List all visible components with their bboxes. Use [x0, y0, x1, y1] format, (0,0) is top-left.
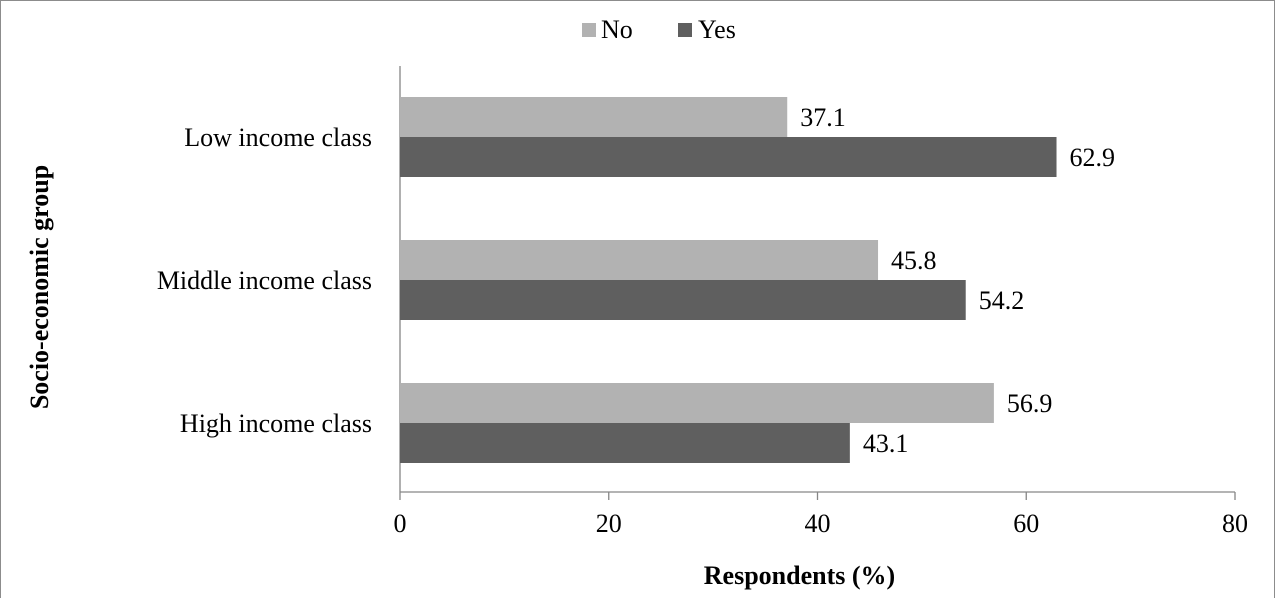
- bar-no-1: [400, 97, 788, 137]
- value-label-yes-2: 54.2: [979, 286, 1025, 315]
- value-label-yes-3: 43.1: [863, 429, 909, 458]
- x-tick-label: 40: [805, 509, 831, 538]
- legend-swatch-yes: [678, 23, 692, 37]
- bar-yes-2: [400, 280, 966, 320]
- legend-swatch-no: [582, 23, 596, 37]
- bar-no-3: [400, 383, 994, 423]
- x-tick-label: 20: [596, 509, 622, 538]
- bars: [400, 97, 1057, 463]
- x-axis-title: Respondents (%): [704, 561, 895, 590]
- y-axis-title: Socio-economic group: [25, 165, 54, 409]
- category-labels: Low income class Middle income class High …: [157, 123, 372, 438]
- bar-yes-1: [400, 137, 1057, 177]
- value-label-no-3: 56.9: [1007, 389, 1053, 418]
- x-ticks: 0 20 40 60 80: [394, 492, 1248, 538]
- bar-no-2: [400, 240, 879, 280]
- x-tick-label: 0: [394, 509, 407, 538]
- plot-area: 37.1 62.9 45.8 54.2 56.9 43.1 0 20 40 60 80 Low i…: [157, 66, 1248, 538]
- category-label: Middle income class: [157, 266, 372, 295]
- value-label-yes-1: 62.9: [1070, 143, 1116, 172]
- category-label: Low income class: [184, 123, 372, 152]
- value-label-no-1: 37.1: [800, 103, 846, 132]
- x-tick-label: 80: [1222, 509, 1248, 538]
- legend: No Yes: [582, 15, 736, 44]
- value-labels: 37.1 62.9 45.8 54.2 56.9 43.1: [800, 103, 1115, 458]
- x-tick-label: 60: [1013, 509, 1039, 538]
- legend-label-no: No: [601, 15, 633, 44]
- value-label-no-2: 45.8: [891, 246, 937, 275]
- legend-label-yes: Yes: [698, 15, 736, 44]
- category-label: High income class: [180, 409, 372, 438]
- bar-yes-3: [400, 423, 850, 463]
